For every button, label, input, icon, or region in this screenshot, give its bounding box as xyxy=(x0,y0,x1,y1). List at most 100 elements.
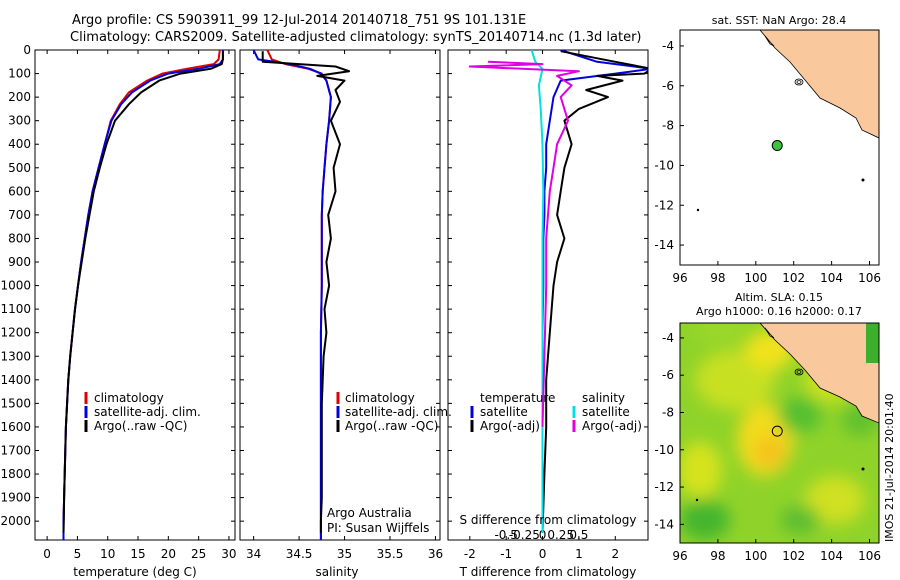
difference-xlabel-t: T difference from climatology xyxy=(459,565,637,579)
credit-line-1: Argo Australia xyxy=(327,506,412,520)
location-map-title: sat. SST: NaN Argo: 28.4 xyxy=(712,14,846,27)
y-tick-label: 500 xyxy=(8,161,31,175)
series-line-argo-adj- xyxy=(541,50,648,533)
x-tick-label: 15 xyxy=(130,547,145,561)
difference-series xyxy=(468,50,648,533)
legend-label-argo: Argo(..raw -QC) xyxy=(345,419,438,433)
island-contour xyxy=(796,80,802,84)
series-line-satellite xyxy=(530,50,545,533)
x-tick-label: 1 xyxy=(575,547,583,561)
series-line-satellite-adj-clim- xyxy=(62,50,224,540)
y-tick-label: -6 xyxy=(662,368,674,382)
location-map-axes: 96 98 100 102 104 106 -4 -6 -8 -10 -12 -14 xyxy=(654,39,881,285)
y-tick-label: -8 xyxy=(662,405,674,419)
s-diff-tick-label: -0.25 xyxy=(509,528,540,542)
argo-float-marker xyxy=(771,425,783,437)
difference-plot-frame xyxy=(447,49,649,541)
island-contour xyxy=(794,78,804,86)
legend-label-argo: Argo(..raw -QC) xyxy=(94,419,187,433)
island-dot xyxy=(695,498,699,502)
y-tick-label: 1700 xyxy=(0,443,31,457)
y-tick-label: -8 xyxy=(662,119,674,133)
x-tick-label: 5 xyxy=(74,547,82,561)
series-line-argo-raw-qc- xyxy=(62,51,224,533)
x-tick-label: 10 xyxy=(100,547,115,561)
y-tick-label: 200 xyxy=(8,90,31,104)
difference-xlabel-s: S difference from climatology xyxy=(460,513,637,527)
salinity-axes: 34 34.5 35 35.5 36 xyxy=(240,49,443,561)
y-tick-label: -12 xyxy=(654,198,674,212)
header-line-1: Argo profile: CS 5903911_99 12-Jul-2014 … xyxy=(72,13,526,28)
series-line-satellite xyxy=(541,50,648,533)
argo-float-marker xyxy=(771,140,783,152)
island-dot xyxy=(696,208,700,212)
x-tick-label: 106 xyxy=(858,549,881,563)
sla-map-title: Altim. SLA: 0.15 xyxy=(735,291,823,304)
y-tick-label: 400 xyxy=(8,137,31,151)
temperature-legend: climatology satellite-adj. clim. Argo(..… xyxy=(84,391,201,433)
temperature-axes: 0 5 10 15 20 25 300100200300400500600700800900… xyxy=(0,43,236,561)
series-line-argo-adj- xyxy=(468,60,580,427)
legend-label-sat: satellite-adj. clim. xyxy=(94,405,201,419)
y-tick-label: 2000 xyxy=(0,514,31,528)
s-diff-tick-label: 0.25 xyxy=(547,528,574,542)
x-tick-label: 106 xyxy=(858,271,881,285)
x-tick-label: 36 xyxy=(428,547,443,561)
x-tick-label: 96 xyxy=(672,271,687,285)
temperature-series xyxy=(62,50,224,540)
temperature-plot-frame xyxy=(34,49,236,541)
x-tick-label: 20 xyxy=(161,547,176,561)
y-tick-label: 1200 xyxy=(0,326,31,340)
y-tick-label: 1800 xyxy=(0,467,31,481)
x-tick-label: 0 xyxy=(43,547,51,561)
sla-map-frame xyxy=(679,322,880,544)
y-tick-label: 1300 xyxy=(0,349,31,363)
y-tick-label: 1600 xyxy=(0,420,31,434)
y-tick-label: -6 xyxy=(662,79,674,93)
series-line-satellite-adj-clim- xyxy=(252,50,332,540)
y-tick-label: 1000 xyxy=(0,279,31,293)
y-tick-label: -10 xyxy=(654,158,674,172)
y-tick-label: 600 xyxy=(8,184,31,198)
y-tick-label: -12 xyxy=(654,480,674,494)
s-diff-tick-label: 0.5 xyxy=(569,528,588,542)
land-island-enggano xyxy=(764,327,775,339)
s-diff-tick-label: 0 xyxy=(539,528,547,542)
x-tick-label: 25 xyxy=(191,547,206,561)
y-tick-label: 300 xyxy=(8,114,31,128)
y-tick-label: 0 xyxy=(23,43,31,57)
difference-axes: -2 -1 0 1 2-0.5-0.250 0.250.5 xyxy=(448,49,648,561)
timestamp-stamp: IMOS 21-Jul-2014 20:01:40 xyxy=(883,393,896,542)
sla-map-axes: 96 98 100 102 104 106 -4 -6 -8 -10 -12 -14 xyxy=(654,331,881,563)
y-tick-label: -14 xyxy=(654,517,674,531)
x-tick-label: 98 xyxy=(710,271,725,285)
sla-map-area xyxy=(680,323,879,543)
y-tick-label: 700 xyxy=(8,208,31,222)
island-contour xyxy=(796,370,802,374)
header-line-2: Climatology: CARS2009. Satellite-adjuste… xyxy=(70,30,642,45)
legend-label-sat-s: satellite xyxy=(582,405,630,419)
y-tick-label: 1100 xyxy=(0,302,31,316)
y-tick-label: 1400 xyxy=(0,373,31,387)
island-dot xyxy=(861,178,865,182)
legend-label-argo-t: Argo(-adj) xyxy=(480,419,540,433)
salinity-series xyxy=(252,50,351,540)
series-line-argo-raw-qc- xyxy=(261,51,351,533)
y-tick-label: 1500 xyxy=(0,396,31,410)
difference-legend: temperature satellite Argo(-adj) salinit… xyxy=(470,391,642,433)
x-tick-label: 104 xyxy=(820,549,843,563)
x-tick-label: 100 xyxy=(744,549,767,563)
land-island-enggano xyxy=(764,35,775,47)
x-tick-label: 96 xyxy=(672,549,687,563)
salinity-legend: climatology satellite-adj. clim. Argo(..… xyxy=(336,391,452,433)
x-tick-label: 102 xyxy=(782,549,805,563)
x-tick-label: 104 xyxy=(820,271,843,285)
y-tick-label: 1900 xyxy=(0,491,31,505)
temperature-xlabel: temperature (deg C) xyxy=(73,565,196,579)
x-tick-label: 30 xyxy=(221,547,236,561)
series-line-climatology xyxy=(62,50,221,540)
x-tick-label: 0 xyxy=(539,547,547,561)
x-tick-label: -1 xyxy=(500,547,512,561)
x-tick-label: 34 xyxy=(246,547,261,561)
sla-map-subtitle: Argo h1000: 0.16 h2000: 0.17 xyxy=(696,305,862,318)
